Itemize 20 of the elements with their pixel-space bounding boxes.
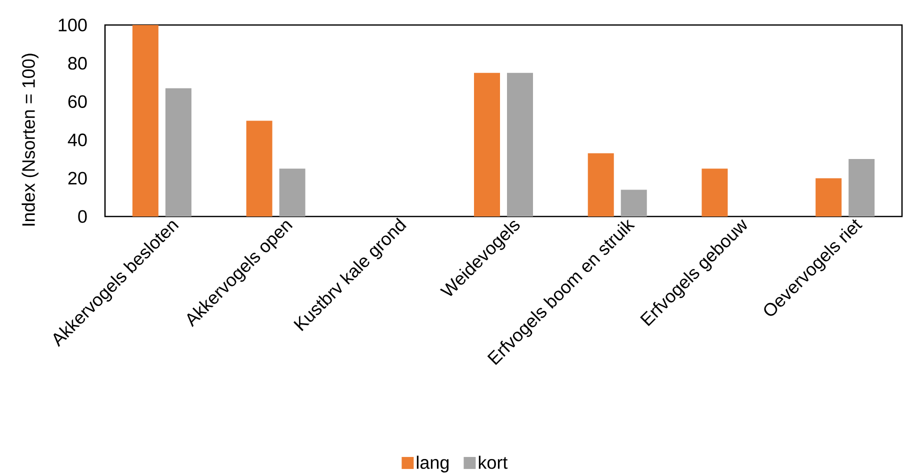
bar bbox=[816, 178, 842, 216]
bar bbox=[132, 24, 158, 216]
bar bbox=[702, 168, 728, 216]
y-tick-label: 60 bbox=[68, 95, 87, 108]
y-tick-label: 20 bbox=[68, 172, 87, 185]
y-tick-label: 40 bbox=[68, 134, 87, 146]
bar bbox=[848, 159, 875, 216]
y-tick-label: 100 bbox=[58, 18, 87, 32]
bar bbox=[279, 168, 306, 216]
y-tick-label: 0 bbox=[78, 210, 87, 223]
legend-label: lang bbox=[416, 456, 449, 472]
bar bbox=[246, 120, 272, 216]
bar bbox=[474, 72, 500, 216]
bar bbox=[588, 153, 614, 216]
legend-label: kort bbox=[478, 456, 508, 469]
y-axis-title: Index (Nsorten = 100) bbox=[22, 54, 38, 226]
bar bbox=[165, 88, 192, 216]
bar bbox=[507, 72, 534, 216]
y-tick-label: 80 bbox=[68, 56, 87, 70]
bar bbox=[620, 190, 647, 216]
